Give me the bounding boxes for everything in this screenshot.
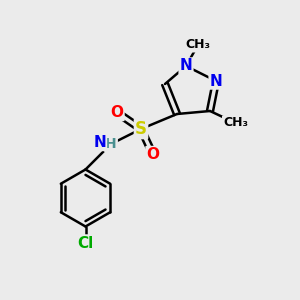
Text: N: N bbox=[180, 58, 192, 74]
Text: O: O bbox=[146, 147, 160, 162]
Text: CH₃: CH₃ bbox=[223, 116, 248, 130]
Text: Cl: Cl bbox=[77, 236, 94, 250]
Text: S: S bbox=[135, 120, 147, 138]
Text: H: H bbox=[105, 137, 117, 151]
Text: O: O bbox=[110, 105, 124, 120]
Text: N: N bbox=[93, 135, 106, 150]
Text: N: N bbox=[210, 74, 222, 88]
Text: CH₃: CH₃ bbox=[185, 38, 211, 52]
